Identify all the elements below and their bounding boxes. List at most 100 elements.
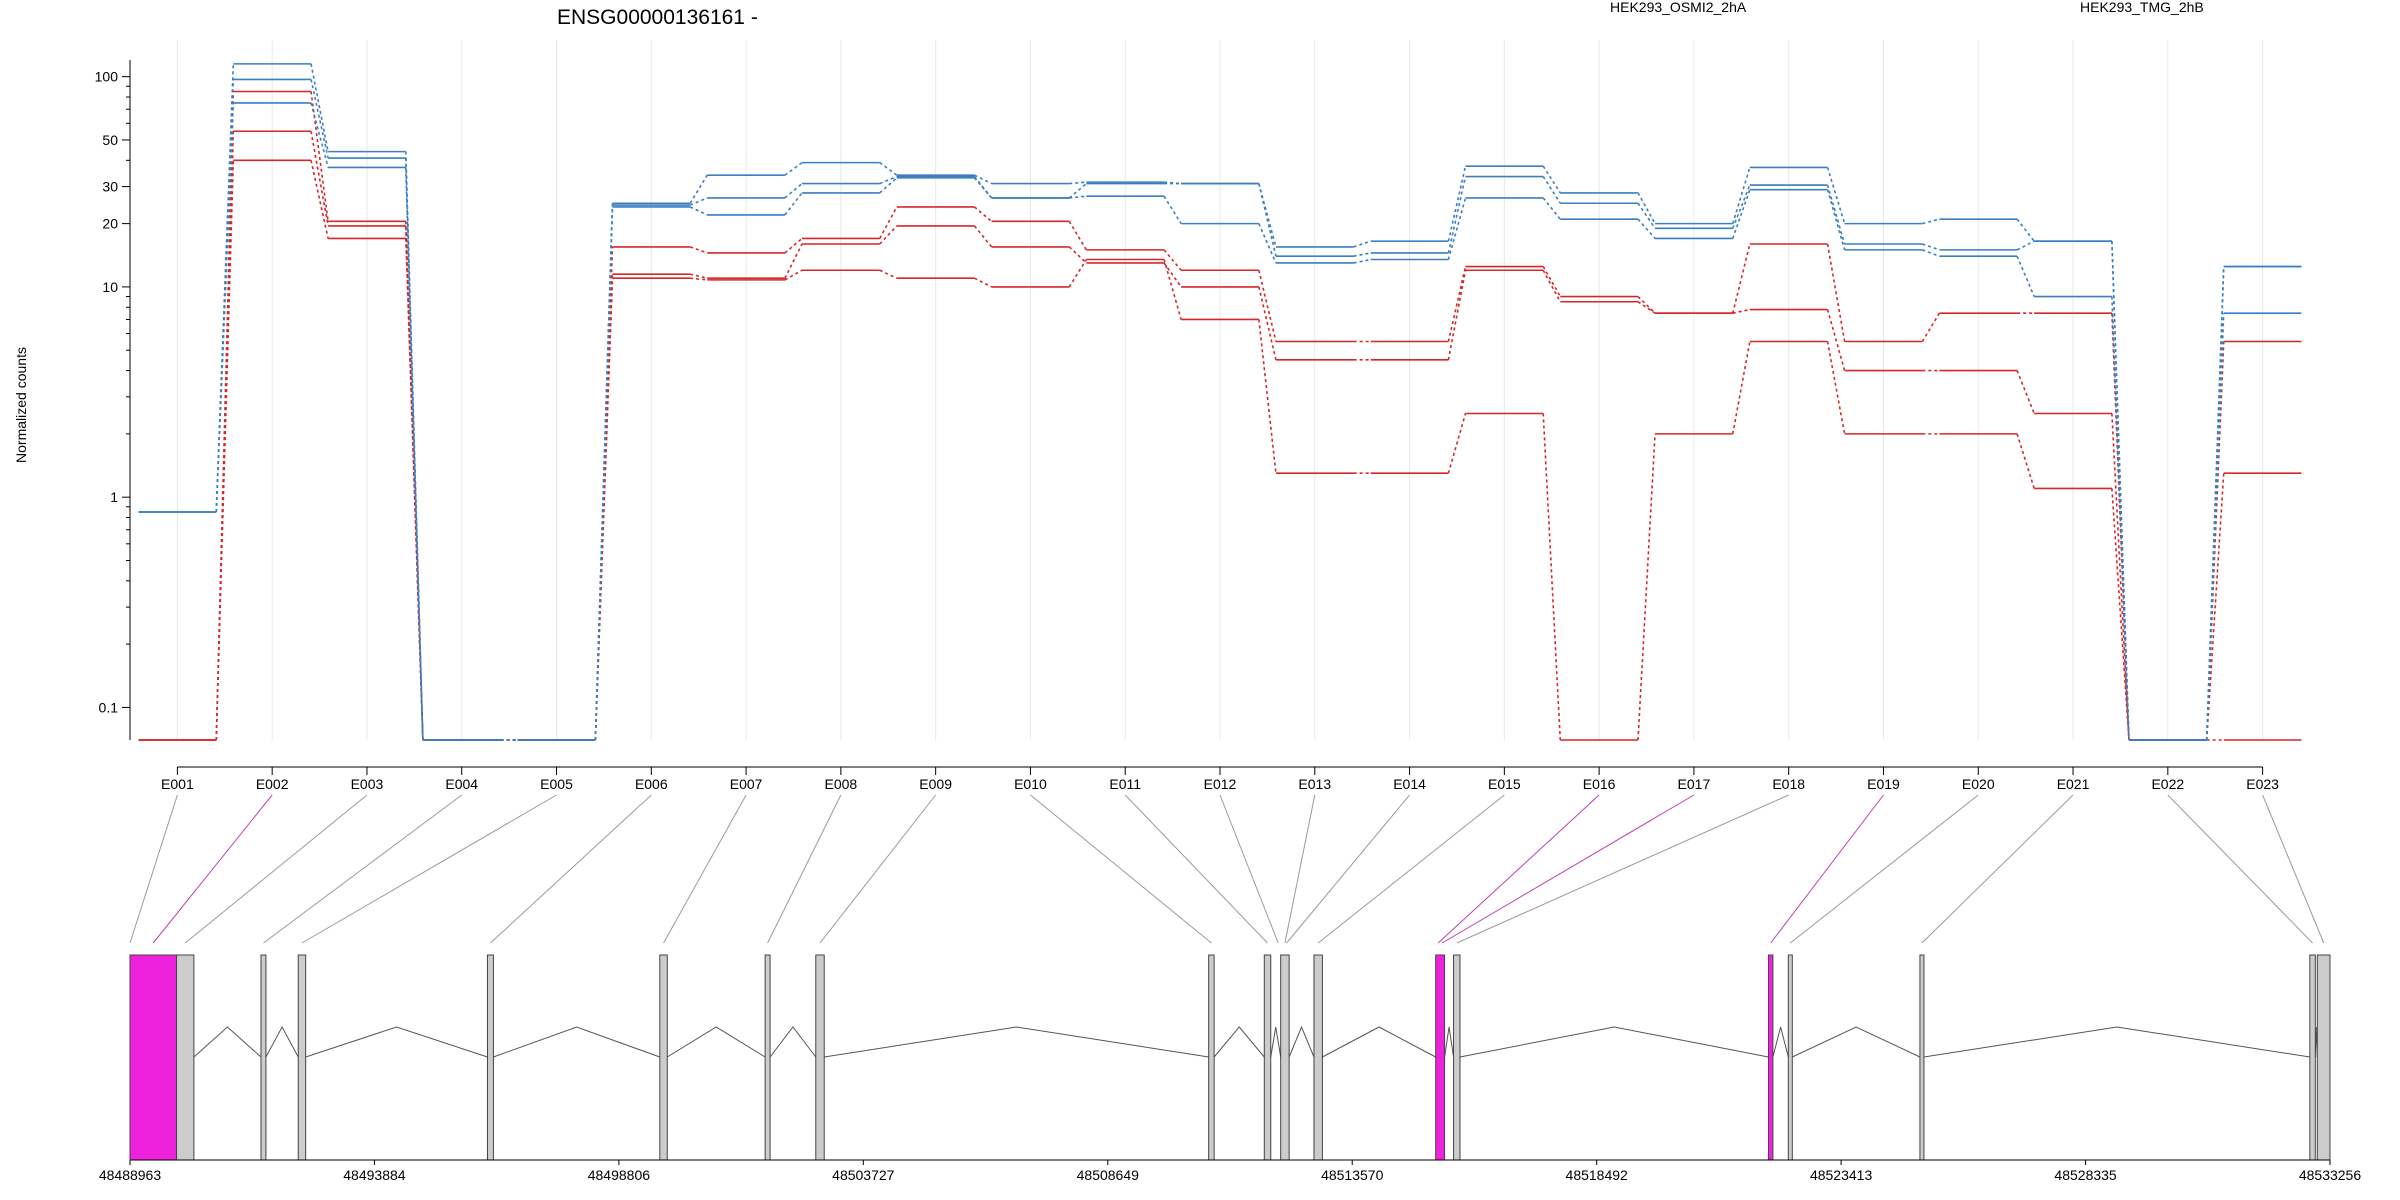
series-3-connector [215, 160, 235, 741]
series-3-connector [1731, 341, 1751, 435]
intron [1288, 1025, 1315, 1058]
exon-block-5 [486, 954, 494, 1161]
series-3-connector [310, 160, 329, 239]
link-line-E021 [1921, 794, 2074, 944]
series-1-connector [1163, 249, 1182, 271]
series-6-connector [1069, 195, 1087, 199]
intron [1213, 1026, 1265, 1058]
x-tick-label-E005: E005 [540, 776, 573, 792]
series-4-connector [1637, 192, 1656, 225]
link-line-E014 [1286, 794, 1410, 944]
series-6-connector [2016, 255, 2035, 297]
series-6-connector [1922, 249, 1940, 257]
genomic-tick-label-48518492: 48518492 [1566, 1167, 1629, 1183]
y-axis: 100 50 30 20 10 1 0.1 [95, 60, 131, 740]
link-line-E003 [184, 794, 368, 944]
series-3-connector [1068, 259, 1088, 288]
link-line-E001 [129, 794, 178, 944]
x-tick-label-E002: E002 [256, 776, 289, 792]
series-4-connector [2016, 218, 2035, 242]
exon-block-18 [2309, 954, 2316, 1161]
series-4-connector [1447, 166, 1467, 242]
intron [193, 1026, 262, 1058]
series-3-connector [690, 277, 708, 281]
exon-block-2 [176, 954, 195, 1161]
genomic-tick-label-48498806: 48498806 [588, 1167, 651, 1183]
legend-entry-osmi2: HEK293_OSMI2_2hA [1610, 0, 1747, 15]
exon-block-6 [659, 954, 668, 1161]
x-tick-label-E023: E023 [2246, 776, 2279, 792]
series-3-connector [974, 277, 992, 288]
exon-block-4 [297, 954, 307, 1161]
genomic-tick-label-48523413: 48523413 [1810, 1167, 1873, 1183]
x-tick-label-E021: E021 [2057, 776, 2090, 792]
series-2-connector [1826, 309, 1846, 371]
series-5-connector [689, 197, 708, 206]
series-6-connector [1258, 223, 1277, 264]
series-6-connector [1637, 218, 1656, 239]
series-6-connector [310, 102, 329, 168]
link-line-E022 [2167, 794, 2313, 944]
link-line-E017 [1441, 794, 1695, 944]
x-tick-label-E006: E006 [635, 776, 668, 792]
exon-block-16 [1787, 954, 1793, 1161]
x-tick-label-E003: E003 [351, 776, 384, 792]
series-5-connector [1637, 202, 1656, 229]
y-axis-label: Normalized counts [13, 347, 29, 463]
x-tick-label-E022: E022 [2151, 776, 2184, 792]
series-2-connector [1542, 269, 1561, 303]
series-4-connector [974, 174, 992, 185]
intron [824, 1026, 1209, 1058]
exon-link-lines [129, 794, 2325, 944]
intron [1322, 1026, 1436, 1058]
intron [1923, 1026, 2310, 1058]
series-6-connector [215, 102, 235, 513]
link-line-E015 [1317, 794, 1505, 944]
series-6-connector [973, 177, 993, 199]
link-line-E013 [1284, 794, 1316, 944]
series-2-connector [1163, 262, 1182, 288]
series-6-connector [1447, 197, 1467, 260]
series-1-connector [1731, 243, 1751, 314]
series-1-connector [1826, 243, 1846, 342]
series-1-connector [689, 246, 708, 254]
x-tick-label-E011: E011 [1109, 776, 1141, 792]
series-2-connector [1258, 286, 1277, 361]
series-2-connector [784, 243, 803, 279]
series-6-connector [1732, 189, 1751, 239]
series-5-connector [310, 79, 329, 159]
exon-block-1 [129, 954, 178, 1161]
gene-model [129, 954, 2331, 1161]
y-tick-label-100: 100 [95, 69, 119, 85]
series-1-connector [1447, 266, 1467, 342]
link-line-E009 [819, 794, 937, 944]
x-tick-label-E017: E017 [1678, 776, 1711, 792]
series-6-connector [1163, 195, 1182, 225]
series-2-connector [2016, 370, 2035, 414]
genomic-tick-label-48513570: 48513570 [1321, 1167, 1384, 1183]
series-3-connector [1542, 413, 1562, 741]
link-line-E002 [152, 794, 273, 944]
link-line-E019 [1770, 794, 1884, 944]
genomic-tick-label-48533256: 48533256 [2299, 1167, 2362, 1183]
series-4-connector [879, 161, 898, 176]
series-4-connector [1826, 167, 1846, 224]
x-axis: E001 E002 E003 E004 E005 E006 E007 E008 E009 E010… [161, 766, 2279, 792]
series-4-connector [1732, 167, 1751, 224]
x-tick-label-E014: E014 [1393, 776, 1426, 792]
series-3-connector [2016, 433, 2035, 489]
genomic-tick-label-48503727: 48503727 [832, 1167, 895, 1183]
series-2-connector [310, 131, 329, 227]
link-line-E004 [263, 794, 463, 944]
x-tick-label-E012: E012 [1204, 776, 1237, 792]
series-6-connector [2205, 313, 2225, 741]
y-tick-label-50: 50 [102, 132, 118, 148]
intron [1270, 1026, 1282, 1058]
series-4-connector [1542, 165, 1561, 194]
link-line-E011 [1124, 794, 1268, 944]
series-6-connector [1826, 189, 1846, 251]
series-1-connector [1921, 312, 1941, 342]
series-6-connector [1542, 197, 1561, 220]
series-2-connector [2111, 413, 2130, 741]
series-4-connector [1069, 181, 1087, 185]
